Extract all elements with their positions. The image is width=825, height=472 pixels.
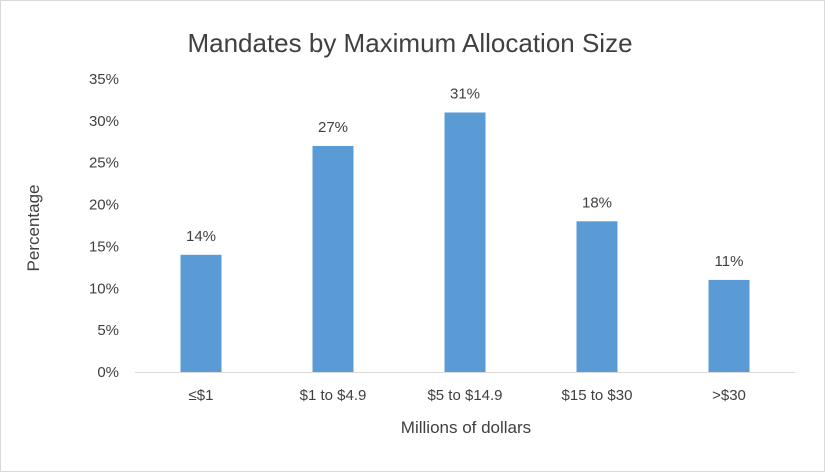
bar <box>180 254 222 372</box>
y-tick-label: 30% <box>89 113 119 130</box>
x-tick-label: $15 to $30 <box>562 387 633 404</box>
y-tick-label: 10% <box>89 280 119 297</box>
data-label: 14% <box>186 228 216 245</box>
data-label: 31% <box>450 85 480 102</box>
chart-title: Mandates by Maximum Allocation Size <box>187 28 632 58</box>
y-axis-label: Percentage <box>24 185 43 272</box>
y-tick-label: 35% <box>89 71 119 88</box>
y-tick-label: 15% <box>89 238 119 255</box>
bars <box>180 112 750 372</box>
bar <box>576 221 618 372</box>
x-axis-ticks: ≤$1 $1 to $4.9 $5 to $14.9 $15 to $30 >$30 <box>189 387 746 404</box>
data-label: 18% <box>582 194 612 211</box>
bar <box>708 279 750 372</box>
bar <box>312 145 354 372</box>
x-axis-label: Millions of dollars <box>401 418 531 437</box>
y-tick-label: 0% <box>97 364 119 381</box>
bar <box>444 112 486 372</box>
y-tick-label: 5% <box>97 322 119 339</box>
x-tick-label: ≤$1 <box>189 387 214 404</box>
data-label: 27% <box>318 119 348 136</box>
y-axis-ticks: 0% 5% 10% 15% 20% 25% 30% 35% <box>89 71 119 381</box>
x-tick-label: $1 to $4.9 <box>300 387 367 404</box>
y-tick-label: 20% <box>89 197 119 214</box>
x-tick-label: >$30 <box>712 387 746 404</box>
x-tick-label: $5 to $14.9 <box>427 387 502 404</box>
y-tick-label: 25% <box>89 155 119 172</box>
data-label: 11% <box>715 253 744 270</box>
data-labels: 14% 27% 31% 18% 11% <box>186 85 743 269</box>
